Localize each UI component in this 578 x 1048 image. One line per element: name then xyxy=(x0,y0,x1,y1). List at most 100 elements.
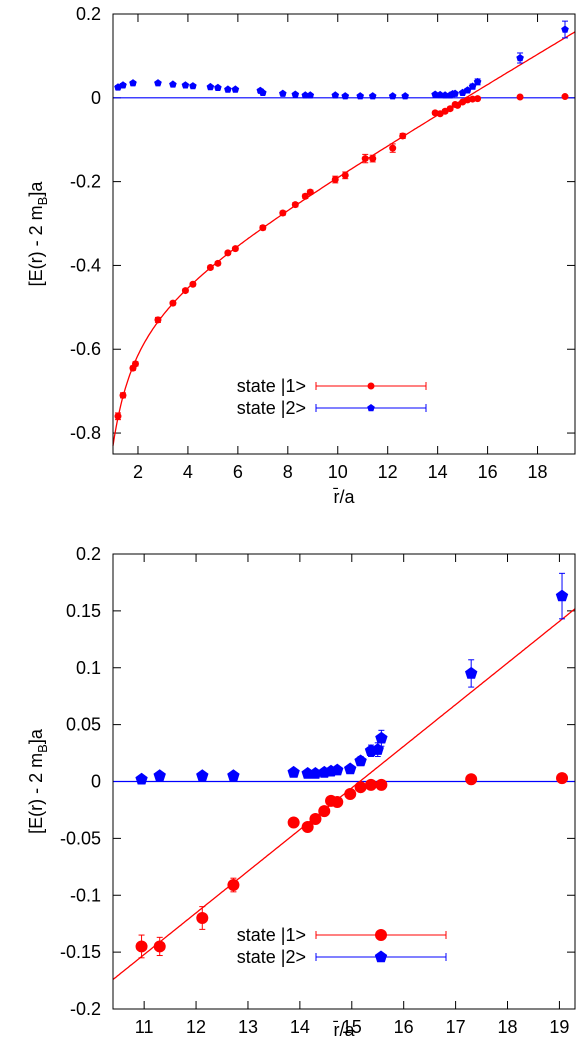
state-1-point xyxy=(231,245,239,253)
state-1-point xyxy=(153,940,166,953)
x-axis-label-text: r̄/a xyxy=(333,487,356,507)
state-2-point xyxy=(306,91,315,99)
state-2-point xyxy=(231,85,240,93)
state-2-point xyxy=(287,765,300,778)
state-2-point xyxy=(301,91,310,99)
state-2-point xyxy=(279,89,287,97)
y-tick-label: 0.15 xyxy=(66,601,101,621)
state-2-point xyxy=(368,92,377,100)
y-tick-label: 0 xyxy=(91,88,101,108)
y-tick-label: -0.2 xyxy=(70,172,101,192)
state-1-point xyxy=(206,264,214,272)
y-tick-label: 0.1 xyxy=(76,658,101,678)
state-2-point xyxy=(401,92,409,100)
x-tick-label: 14 xyxy=(428,462,448,482)
y-axis-label: [E(r) - 2 mB]a xyxy=(26,181,50,287)
legend-marker xyxy=(375,929,387,941)
x-tick-label: 12 xyxy=(186,1017,206,1037)
state-2-point xyxy=(388,92,397,100)
chart-panel-1: 2 4 6 8 10 12 14 16 18 -0.8 -0.6 -0.4 -0.2 0 0.2 state … xyxy=(26,4,576,507)
legend-label: state |1> xyxy=(237,376,306,396)
y-tick-label: -0.8 xyxy=(70,423,101,443)
state-2-point xyxy=(331,91,340,99)
state-1-point xyxy=(375,778,388,791)
state-2-point xyxy=(555,589,569,602)
x-tick-label: 12 xyxy=(378,462,398,482)
state-1-point xyxy=(469,95,477,103)
state-2-point xyxy=(375,731,388,744)
state-1-point xyxy=(361,155,369,163)
x-axis-label: r̄/a xyxy=(333,1020,356,1040)
state-2-point xyxy=(516,54,524,62)
y-axis-label: [E(r) - 2 mB]a xyxy=(26,728,50,834)
x-tick-label: 18 xyxy=(528,462,548,482)
x-tick-label: 17 xyxy=(446,1017,466,1037)
y-axis-label-main: [E(r) - 2 m xyxy=(26,205,46,286)
y-tick-label: -0.6 xyxy=(70,339,101,359)
state-1-fit-curve xyxy=(112,608,576,981)
state-2-point xyxy=(227,769,240,782)
state-1-point xyxy=(389,144,397,152)
x-tick-label: 19 xyxy=(549,1017,569,1037)
x-tick-label: 15 xyxy=(342,1017,362,1037)
state-2-point xyxy=(169,80,177,88)
y-tick-label: 0 xyxy=(91,772,101,792)
legend-label: state |2> xyxy=(237,398,306,418)
state-2-point xyxy=(291,90,300,98)
state-2-point xyxy=(214,83,222,91)
state-1-point xyxy=(364,778,377,791)
state-2-point xyxy=(451,89,459,97)
x-tick-label: 11 xyxy=(135,1017,154,1037)
state-2-point xyxy=(468,82,477,90)
state-2-point xyxy=(189,82,197,90)
state-1-point xyxy=(354,781,367,794)
state-1-point xyxy=(291,201,299,209)
x-tick-label: 18 xyxy=(498,1017,518,1037)
state-2-point xyxy=(153,769,166,782)
x-tick-label: 4 xyxy=(183,462,193,482)
state-1-point xyxy=(169,299,177,307)
state-1-point xyxy=(259,224,267,232)
y-tick-label: -0.15 xyxy=(60,942,101,962)
state-2-point xyxy=(354,754,367,767)
y-tick-label: -0.2 xyxy=(70,999,101,1019)
y-axis-label-subscript: B xyxy=(35,197,50,206)
state-2-point xyxy=(206,82,215,91)
y-axis-label-main: [E(r) - 2 m xyxy=(26,753,46,834)
state-1-point xyxy=(446,105,454,113)
x-axis-label: r̄/a xyxy=(333,487,356,507)
state-2-point xyxy=(344,762,357,775)
state-1-point xyxy=(309,813,322,826)
y-tick-label: -0.05 xyxy=(60,828,101,848)
state-1-point xyxy=(369,155,377,163)
state-2-point xyxy=(561,25,569,33)
state-1-point xyxy=(301,192,309,200)
legend-marker xyxy=(367,382,375,390)
legend-label: state |2> xyxy=(237,947,306,967)
state-1-point xyxy=(224,249,232,257)
state-1-point xyxy=(181,287,189,295)
state-1-point xyxy=(279,209,287,217)
state-1-point xyxy=(227,879,240,892)
x-tick-label: 16 xyxy=(478,462,498,482)
chart-panel-2: 11 12 13 14 15 16 17 18 19 -0.2 -0.15 -0.1 -0.05 0 0.0… xyxy=(26,544,576,1040)
state-2-point xyxy=(356,92,364,100)
x-tick-label: 6 xyxy=(233,462,243,482)
state-1-point xyxy=(189,280,197,288)
state-2-point xyxy=(196,769,209,782)
state-2-point xyxy=(309,767,322,779)
state-2-point xyxy=(441,91,449,99)
state-1-point xyxy=(399,132,407,140)
state-1-point xyxy=(301,821,314,833)
x-tick-label: 13 xyxy=(238,1017,258,1037)
state-1-point xyxy=(287,816,300,829)
state-1-point xyxy=(318,805,331,818)
state-1-point xyxy=(131,360,139,368)
state-1-point xyxy=(474,95,482,103)
state-1-point xyxy=(556,772,569,785)
y-tick-label: -0.4 xyxy=(70,255,101,275)
state-1-point xyxy=(454,101,462,109)
x-tick-label: 14 xyxy=(290,1017,310,1037)
y-tick-label: 0.2 xyxy=(76,4,101,24)
state-1-point xyxy=(135,940,148,953)
